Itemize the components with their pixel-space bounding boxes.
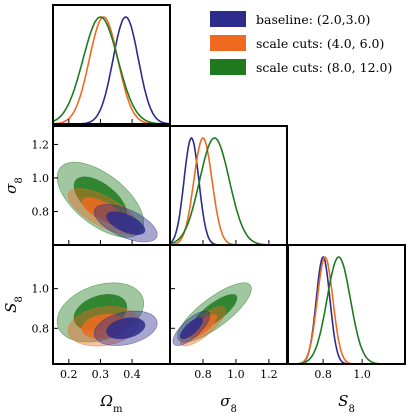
legend: baseline: (2.0,3.0) scale cuts: (4.0, 6.…	[210, 11, 392, 75]
panel-om-vs-S8-content	[56, 282, 158, 347]
x-tick-label-om-1: 0.3	[92, 368, 110, 381]
marginal-curve-S8-series-1	[288, 255, 405, 364]
panels: 0.8 1.0 1.2 0.2 0.3 0.4 0.8 1.0 0.8 1.0 1.2 0.8 1.0	[32, 4, 406, 381]
marginal-curve-S8-series-2	[288, 256, 405, 364]
legend-swatch-scale-cuts-8-12	[210, 59, 246, 75]
marginal-s8-content	[170, 136, 287, 245]
legend-swatch-scale-cuts-4-6	[210, 35, 246, 51]
contour-inner-series-0	[179, 317, 204, 340]
contour-inner-series-0	[106, 211, 146, 235]
legend-label-scale-cuts-8-12: scale cuts: (8.0, 12.0)	[256, 60, 392, 75]
marginal-s8-frame	[169, 125, 288, 246]
marginal-curve-om-series-0	[53, 16, 170, 124]
x-tick-label-s8-0: 0.8	[194, 368, 212, 381]
panel-s8-vs-S8-content	[172, 282, 252, 347]
marginal-curve-s8-series-1	[170, 137, 287, 245]
y-tick-label-s8-0: 0.8	[32, 205, 50, 218]
x-tick-label-S8-1: 1.0	[353, 368, 371, 381]
x-axis-label-S8: S8	[338, 392, 355, 415]
x-axis-label-om: Ωm	[100, 392, 123, 415]
y-tick-label-S8-0: 0.8	[32, 322, 50, 335]
marginal-curve-S8-series-0	[288, 255, 405, 364]
panel-om-vs-s8-content	[56, 161, 158, 243]
x-tick-label-s8-2: 1.2	[260, 368, 278, 381]
panel-om-vs-s8: 0.8 1.0 1.2	[32, 125, 171, 246]
legend-swatch-baseline	[210, 11, 246, 27]
x-tick-label-om-2: 0.4	[123, 368, 141, 381]
legend-label-baseline: baseline: (2.0,3.0)	[256, 12, 370, 27]
marginal-om	[52, 4, 171, 125]
legend-entry-scale-cuts-8-12: scale cuts: (8.0, 12.0)	[210, 59, 392, 75]
marginal-curve-om-series-2	[53, 16, 170, 124]
panel-s8-vs-S8: 0.8 1.0 1.2	[169, 244, 288, 381]
legend-entry-scale-cuts-4-6: scale cuts: (4.0, 6.0)	[210, 35, 384, 51]
marginal-S8: 0.8 1.0	[287, 244, 406, 381]
y-tick-label-S8-1: 1.0	[32, 283, 50, 296]
marginal-S8-content	[288, 255, 405, 364]
contour-inner-series-0	[106, 317, 146, 340]
legend-entry-baseline: baseline: (2.0,3.0)	[210, 11, 370, 27]
legend-label-scale-cuts-4-6: scale cuts: (4.0, 6.0)	[256, 36, 384, 51]
marginal-S8-frame	[287, 244, 406, 365]
panel-om-vs-S8: 0.2 0.3 0.4 0.8 1.0	[32, 244, 171, 381]
x-tick-label-om-0: 0.2	[60, 368, 78, 381]
y-axis-label-s8: σ8	[2, 177, 25, 194]
y-axis-label-S8: S8	[2, 296, 25, 313]
x-tick-label-s8-1: 1.0	[227, 368, 245, 381]
x-axis-label-s8: σ8	[220, 392, 237, 415]
marginal-om-content	[53, 16, 170, 124]
axis-labels: Ωm σ8 S8 σ8 S8	[2, 177, 355, 414]
marginal-s8	[169, 125, 288, 246]
marginal-curve-s8-series-0	[170, 136, 287, 245]
y-tick-label-s8-2: 1.2	[32, 138, 50, 151]
x-tick-label-S8-0: 0.8	[314, 368, 332, 381]
y-tick-label-s8-1: 1.0	[32, 172, 50, 185]
marginal-om-frame	[52, 4, 171, 125]
